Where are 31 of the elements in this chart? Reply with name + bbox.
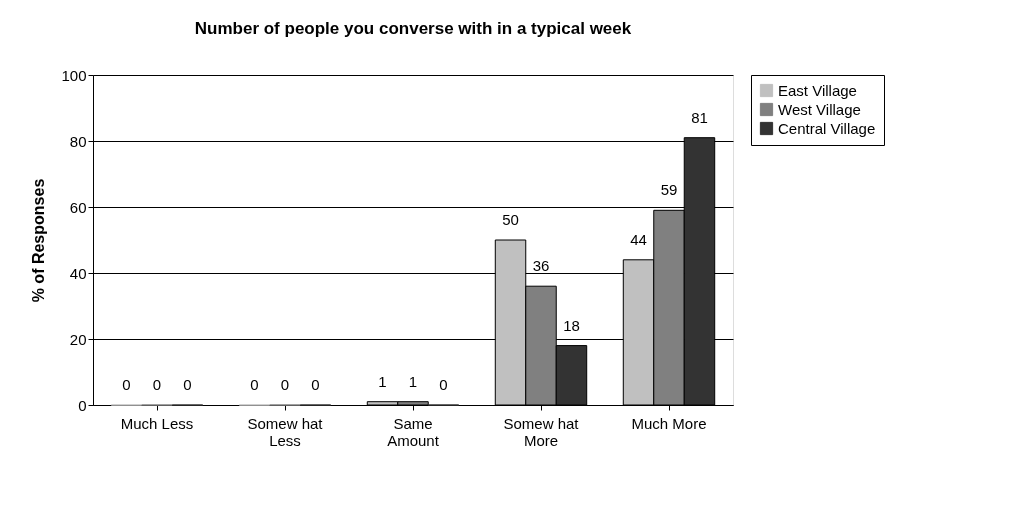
y-tick-label: 100 — [61, 66, 87, 84]
x-tick-label: Much More — [631, 414, 707, 432]
x-tick-label: Same Amount — [387, 414, 440, 449]
data-label: 1 — [378, 372, 387, 390]
data-label: 0 — [311, 376, 320, 393]
y-tick-label: 60 — [69, 198, 87, 216]
x-tick-label: Much Less — [120, 414, 194, 432]
y-tick-label: 20 — [69, 330, 87, 348]
data-label: 0 — [439, 376, 448, 393]
legend-label: West Village — [778, 100, 861, 118]
x-tick-label: Somew hat More — [503, 414, 580, 449]
data-label: 50 — [502, 211, 519, 228]
legend-label: East Village — [778, 81, 857, 99]
y-tick-label: 80 — [69, 132, 87, 150]
chart-title: Number of people you converse with in a typical week — [194, 19, 632, 38]
data-label: 59 — [660, 181, 678, 199]
data-label: 0 — [280, 376, 290, 393]
data-label: 81 — [691, 108, 708, 126]
data-label: 36 — [532, 257, 550, 275]
data-label: 0 — [152, 376, 162, 393]
data-label: 1 — [408, 372, 418, 390]
legend-label: Central Village — [778, 119, 876, 137]
data-label: 0 — [122, 376, 131, 393]
y-axis-title: % of Responses — [30, 178, 48, 303]
data-label: 18 — [563, 316, 580, 334]
data-label: 0 — [250, 376, 259, 393]
y-tick-label: 0 — [78, 396, 87, 414]
x-tick-label: Somew hat Less — [247, 414, 324, 449]
data-label: 44 — [630, 230, 647, 248]
data-label: 0 — [183, 376, 192, 393]
y-tick-label: 40 — [69, 264, 87, 282]
